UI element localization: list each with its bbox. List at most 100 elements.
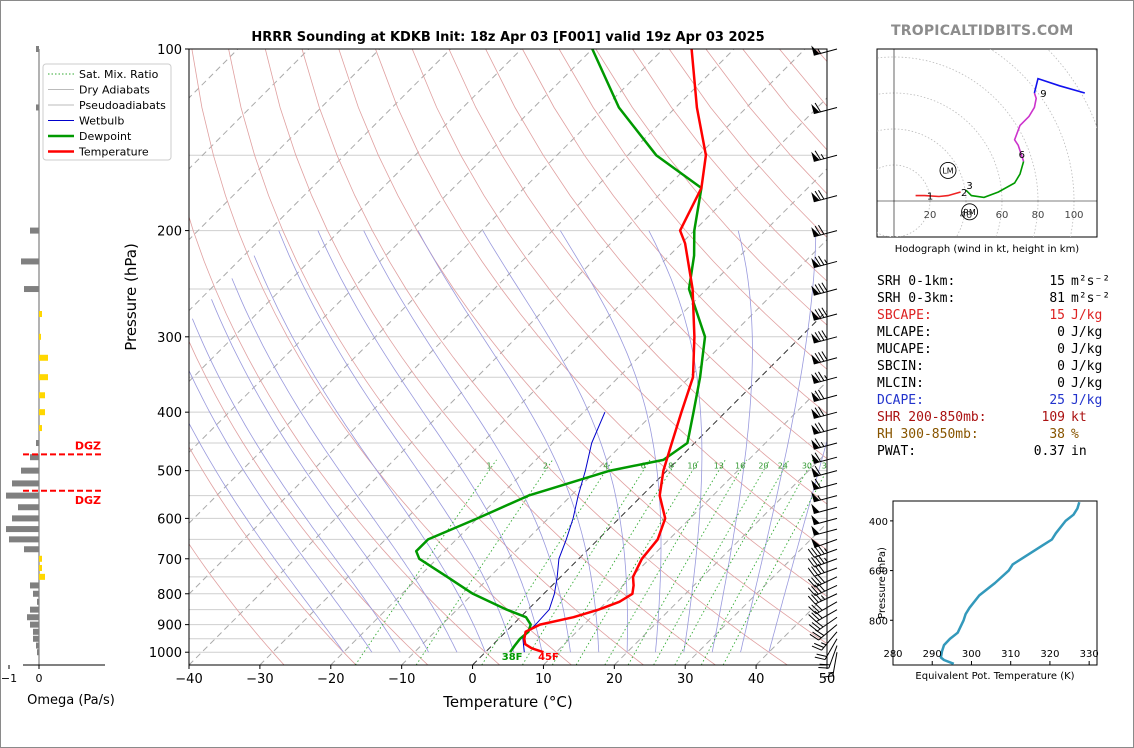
pseudo-adiabat [189, 369, 373, 653]
barb-full [814, 584, 822, 593]
barb-shaft [814, 558, 838, 568]
theta-e-x-tick-label: 290 [923, 649, 942, 660]
omega-bar [33, 590, 39, 597]
mixing-ratio-label: 4 [603, 462, 608, 471]
mixing-ratio-line [653, 459, 771, 665]
barb-shaft [813, 357, 838, 365]
dry-adiabat [189, 446, 357, 665]
omega-bar [24, 286, 39, 293]
barb-full [814, 353, 822, 363]
barb-full [814, 546, 822, 556]
stat-value: 0 [1057, 359, 1065, 374]
barb-flag [811, 391, 820, 402]
zero-isotherm [472, 309, 827, 665]
stat-value: 0.37 [1033, 444, 1065, 459]
wind-barb [807, 592, 838, 605]
dry-adiabat [595, 49, 827, 326]
barb-full [811, 594, 819, 603]
isotherm [613, 451, 827, 665]
barb-shaft [813, 394, 838, 402]
barb-full [818, 331, 825, 341]
barb-full [819, 663, 831, 666]
theta-e-y-label: Pressure (hPa) [877, 547, 888, 619]
mixing-ratio-line [522, 459, 651, 665]
isotherm [189, 49, 664, 524]
barb-full [814, 438, 822, 448]
stat-unit: J/kg [1071, 308, 1103, 323]
omega-bar [24, 546, 39, 553]
barb-shaft [813, 313, 838, 321]
barb-full [807, 567, 815, 577]
y-tick-label: 1000 [149, 646, 182, 661]
isotherm [330, 168, 827, 665]
pseudo-adiabat [278, 230, 515, 653]
barb-shaft [813, 411, 838, 419]
mixing-ratio-line [481, 459, 614, 665]
surface-temperature-label: 45F [538, 652, 559, 663]
barb-half [820, 154, 825, 159]
mixing-ratio-line [674, 459, 790, 665]
isotherm [684, 522, 827, 665]
wind-barb [811, 150, 838, 162]
barb-full [818, 189, 825, 200]
omega-bar [39, 555, 42, 562]
wind-barb [807, 554, 838, 568]
barb-shaft [814, 567, 838, 577]
dry-adiabat [189, 340, 429, 665]
wind-barb [811, 422, 838, 435]
omega-bar [6, 492, 39, 499]
hodograph-ring-label: 100 [1064, 210, 1083, 221]
hodograph-segment [1033, 77, 1086, 94]
dry-adiabat [522, 49, 827, 415]
stat-unit: m²s⁻² [1071, 274, 1111, 289]
barb-full [816, 653, 827, 658]
barb-full [817, 574, 826, 583]
omega-bar [39, 409, 45, 416]
barb-shaft [813, 48, 838, 56]
barb-full [811, 585, 819, 595]
barb-full [814, 225, 822, 236]
y-tick-label: 900 [157, 619, 182, 634]
wind-barb [811, 538, 838, 549]
barb-full [814, 465, 822, 476]
dry-adiabat [411, 49, 827, 551]
barb-flag [811, 492, 820, 502]
legend-label: Dry Adiabats [79, 84, 150, 97]
hodograph-height-label: 9 [1040, 89, 1046, 100]
barb-full [811, 566, 819, 576]
stat-value: 0 [1057, 376, 1065, 391]
barb-full [818, 389, 825, 400]
barb-flag [811, 354, 820, 364]
omega-bar [36, 46, 39, 52]
barb-full [814, 423, 822, 433]
stat-row: SRH 0-3km: 81 m²s⁻² [877, 290, 1117, 307]
mixing-ratio-label: 20 [758, 462, 768, 471]
y-tick-label: 100 [157, 43, 182, 58]
mixing-ratio-line [415, 459, 553, 665]
stat-label: SRH 0-3km: [877, 291, 956, 306]
pseudo-adiabat [192, 318, 401, 653]
barb-full [811, 557, 819, 567]
barb-half [828, 671, 834, 674]
theta-e-plot [939, 501, 1081, 665]
omega-bar [12, 515, 39, 522]
stat-row: DCAPE: 25 J/kg [877, 392, 1117, 409]
stat-row: SBCAPE: 15 J/kg [877, 307, 1117, 324]
barb-full [814, 555, 822, 565]
mixing-ratio-label: 36 [822, 462, 832, 471]
stat-value: 109 [1041, 410, 1065, 425]
omega-bar [39, 374, 48, 381]
barb-half [824, 548, 829, 553]
hodograph-height-label: 3 [966, 181, 972, 192]
stat-unit: J/kg [1071, 359, 1103, 374]
omega-x-tick-label: 0 [36, 672, 43, 685]
stat-label: MLCAPE: [877, 325, 932, 340]
omega-bar [37, 649, 39, 656]
barb-full [807, 548, 815, 558]
dry-adiabat [191, 49, 572, 665]
stat-unit: J/kg [1071, 325, 1103, 340]
barb-shaft [813, 456, 838, 464]
legend-label: Sat. Mix. Ratio [79, 68, 159, 81]
barb-full [814, 390, 822, 400]
